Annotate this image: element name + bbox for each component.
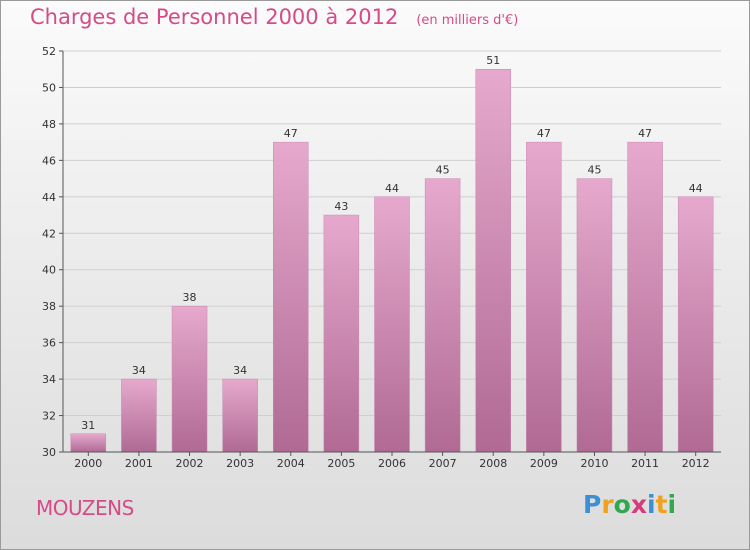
x-tick-label: 2000 xyxy=(74,457,102,470)
y-tick-label: 34 xyxy=(42,373,56,386)
x-tick-label: 2009 xyxy=(530,457,558,470)
logo-letter: P xyxy=(583,490,602,519)
x-tick-label: 2008 xyxy=(479,457,507,470)
proxiti-logo: Proxiti xyxy=(583,490,676,519)
bar xyxy=(576,178,613,453)
logo-letter: i xyxy=(667,490,677,519)
bar-value-label: 34 xyxy=(132,364,146,377)
bar-layer: 31 34 38 34 47 43 44 45 51 47 45 47 44 xyxy=(70,54,714,453)
x-tick-label: 2003 xyxy=(226,457,254,470)
bar-value-label: 51 xyxy=(486,54,500,67)
chart-subtitle: (en milliers d'€) xyxy=(416,13,519,28)
x-tick-label: 2001 xyxy=(125,457,153,470)
bar-value-label: 47 xyxy=(537,127,551,140)
y-tick-label: 48 xyxy=(42,118,56,131)
bar xyxy=(171,305,208,453)
bar xyxy=(677,196,714,453)
location-label: MOUZENS xyxy=(36,496,134,520)
x-tick-label: 2006 xyxy=(378,457,406,470)
bar xyxy=(323,214,360,453)
logo-letter: r xyxy=(601,490,614,519)
y-tick-label: 30 xyxy=(42,446,56,459)
bar xyxy=(374,196,410,453)
logo-letter: x xyxy=(630,490,647,519)
logo-letter: o xyxy=(613,490,631,519)
bar xyxy=(627,141,663,453)
bar-value-label: 45 xyxy=(436,164,450,177)
axis-layer: 30 32 34 36 38 40 42 44 46 48 50 52 2000 2001 2002 2003… xyxy=(42,45,721,470)
x-tick-label: 2007 xyxy=(429,457,457,470)
bar xyxy=(526,141,562,453)
y-tick-label: 36 xyxy=(42,337,56,350)
y-tick-label: 42 xyxy=(42,227,56,240)
x-tick-label: 2011 xyxy=(631,457,659,470)
bar-value-label: 34 xyxy=(233,364,247,377)
y-tick-label: 40 xyxy=(42,264,56,277)
y-tick-label: 46 xyxy=(42,154,56,167)
bar xyxy=(424,178,461,453)
bar-value-label: 47 xyxy=(284,127,298,140)
y-tick-label: 50 xyxy=(42,81,56,94)
bar xyxy=(121,378,157,453)
bar-value-label: 44 xyxy=(689,182,703,195)
bar-value-label: 38 xyxy=(183,291,197,304)
x-tick-label: 2012 xyxy=(682,457,710,470)
x-tick-label: 2002 xyxy=(176,457,204,470)
bar-value-label: 45 xyxy=(587,164,601,177)
bar xyxy=(222,378,258,453)
y-tick-label: 52 xyxy=(42,45,56,58)
y-tick-label: 32 xyxy=(42,410,56,423)
x-tick-label: 2005 xyxy=(327,457,355,470)
bar-value-label: 31 xyxy=(81,419,95,432)
title-row: Charges de Personnel 2000 à 2012 (en mill… xyxy=(30,5,518,29)
bar xyxy=(70,433,107,453)
bar-value-label: 44 xyxy=(385,182,399,195)
logo-letter: t xyxy=(655,490,668,519)
y-tick-label: 38 xyxy=(42,300,56,313)
chart-title: Charges de Personnel 2000 à 2012 xyxy=(30,5,399,29)
bar-value-label: 47 xyxy=(638,127,652,140)
bar xyxy=(273,141,309,453)
logo-letter: i xyxy=(647,490,656,519)
bar-value-label: 43 xyxy=(334,200,348,213)
bar xyxy=(475,68,511,453)
x-tick-label: 2010 xyxy=(580,457,608,470)
y-tick-label: 44 xyxy=(42,191,56,204)
x-tick-label: 2004 xyxy=(277,457,305,470)
